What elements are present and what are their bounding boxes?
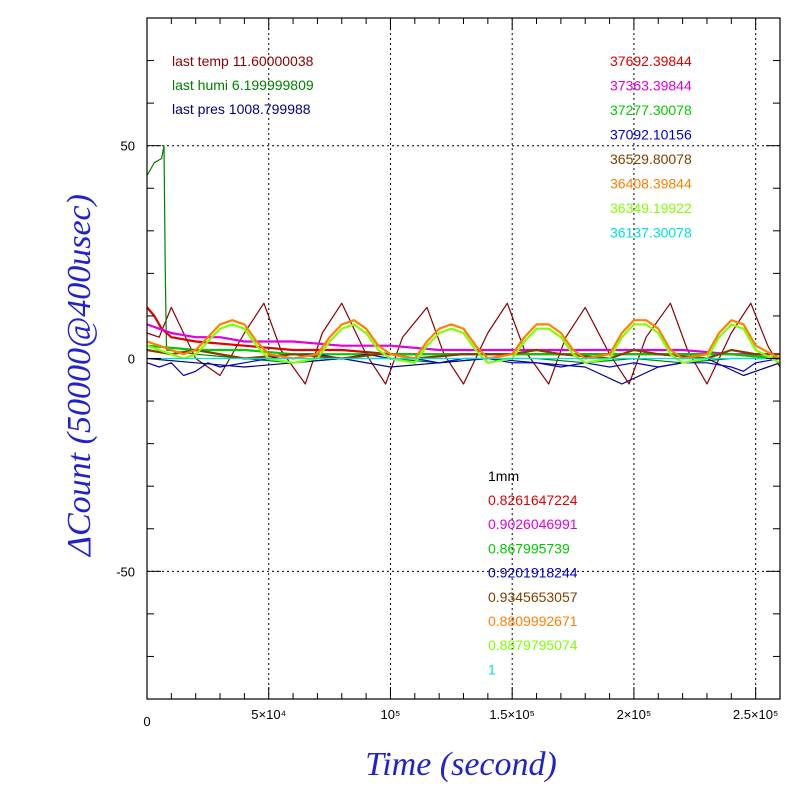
legend-count-0: 37692.39844 — [610, 53, 692, 69]
legend-ratio-7: 1 — [488, 661, 496, 677]
legend-count-4: 36529.80078 — [610, 151, 692, 167]
x-tick-label-0: 5×10⁴ — [251, 707, 286, 722]
x-tick-label-3: 2×10⁵ — [617, 707, 652, 722]
legend-count-5: 36408.39844 — [610, 176, 692, 192]
env-info-0: last temp 11.60000038 — [172, 53, 314, 69]
legend-ratio-6: 0.8879795074 — [488, 637, 578, 653]
legend-count-7: 36137.30078 — [610, 225, 692, 241]
legend-ratio-5: 0.8809992671 — [488, 613, 578, 629]
y-tick-label-0: 50 — [121, 139, 135, 154]
x-tick-label-4: 2.5×10⁵ — [733, 707, 779, 722]
x-tick-label-1: 10⁵ — [381, 707, 401, 722]
legend-count-2: 37277.30078 — [610, 102, 692, 118]
series-line-4 — [146, 323, 780, 356]
x-origin-label: 0 — [143, 714, 150, 729]
legend-ratio-2: 0.867995739 — [488, 540, 570, 556]
env-info-2: last pres 1008.799988 — [172, 101, 311, 117]
series-line-0 — [146, 302, 781, 385]
legend-group: last temp 11.60000038 last humi 6.1999998… — [172, 53, 692, 677]
legend-ratio-1: 0.9026046991 — [488, 516, 578, 532]
tick-labels: 5×10⁴ 10⁵ 1.5×10⁵ 2×10⁵ 2.5×10⁵ 0 50 0 -50 — [116, 139, 778, 729]
series-group — [146, 145, 781, 385]
ratio-header: 1mm — [488, 468, 519, 484]
legend-ratio-0: 0.8261647224 — [488, 492, 578, 508]
legend-ratio-3: 0.9201918244 — [488, 565, 578, 581]
y-axis-label: ΔCount (50000@400usec) — [61, 194, 98, 558]
legend-count-1: 37363.39844 — [610, 78, 692, 94]
legend-ratio-4: 0.9345653057 — [488, 589, 578, 605]
x-tick-label-2: 1.5×10⁵ — [489, 707, 535, 722]
series-line-8 — [146, 319, 781, 360]
legend-count-6: 36349.19922 — [610, 200, 692, 216]
legend-count-3: 37092.10156 — [610, 127, 692, 143]
series-line-7 — [146, 348, 780, 360]
tick-marks — [147, 18, 780, 699]
series-line-9 — [146, 323, 781, 364]
y-tick-label-2: -50 — [116, 564, 135, 579]
y-tick-label-1: 0 — [128, 352, 135, 367]
x-axis-label: Time (second) — [365, 746, 557, 783]
env-info-1: last humi 6.199999809 — [172, 77, 314, 93]
